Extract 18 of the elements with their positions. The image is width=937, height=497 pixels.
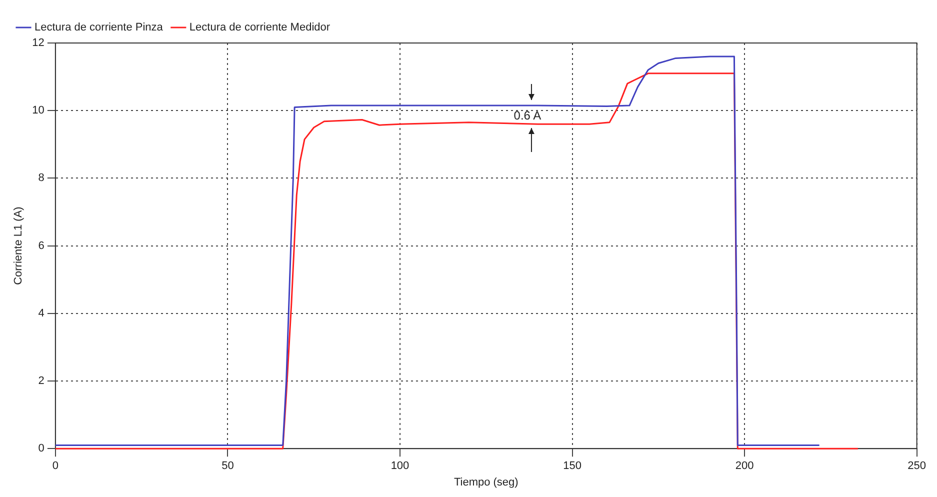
y-axis-title: Corriente L1 (A): [12, 206, 25, 285]
y-tick-label: 12: [32, 37, 44, 50]
legend-label: Lectura de corriente Pinza: [34, 22, 164, 34]
legend-label: Lectura de corriente Medidor: [189, 22, 330, 34]
y-tick-label: 6: [38, 240, 44, 252]
x-tick-label: 100: [390, 460, 410, 472]
x-tick-label: 200: [735, 460, 754, 472]
y-tick-label: 8: [38, 172, 44, 184]
y-tick-label: 2: [38, 375, 44, 388]
annotation: 0.6 A: [514, 108, 542, 122]
x-tick-label: 0: [52, 460, 58, 472]
y-tick-label: 10: [32, 104, 44, 117]
x-tick-label: 50: [222, 460, 234, 472]
y-tick-label: 0: [38, 442, 44, 455]
y-tick-label: 4: [38, 307, 44, 320]
x-tick-label: 150: [563, 460, 582, 472]
x-axis-title: Tiempo (seg): [454, 476, 518, 488]
x-tick-label: 250: [908, 460, 926, 472]
